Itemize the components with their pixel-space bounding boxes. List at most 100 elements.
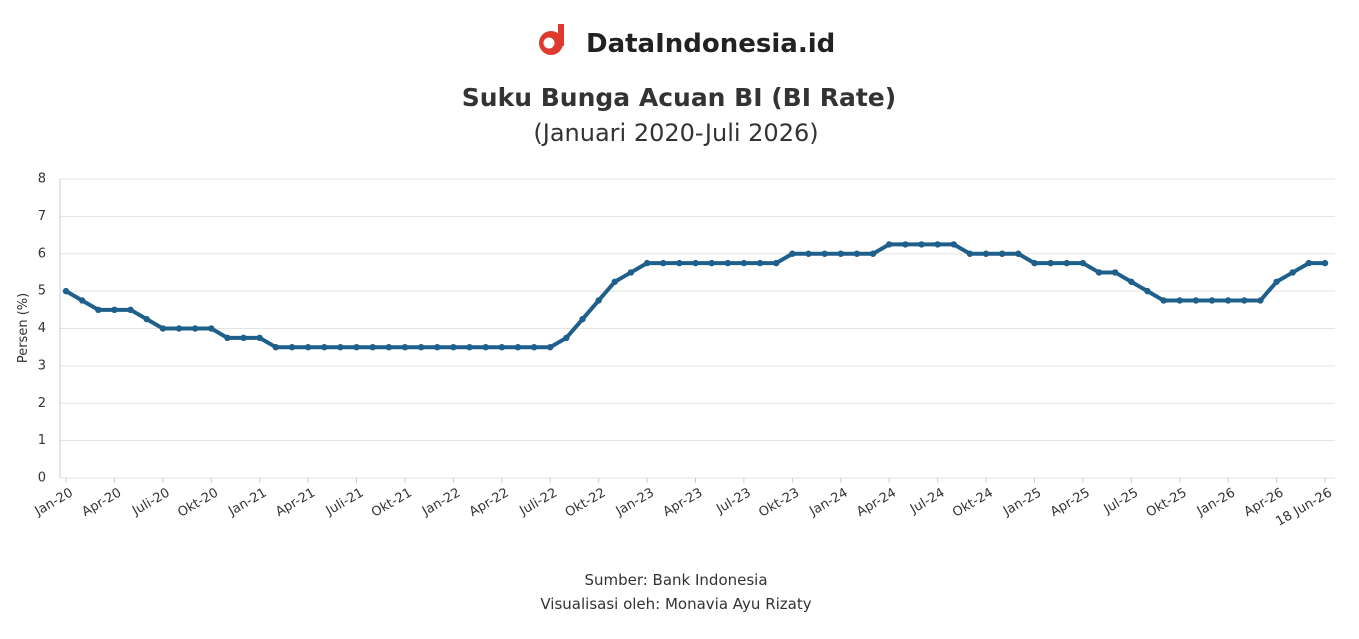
x-tick-label: Apr-24 [854,486,899,520]
point [676,259,683,267]
point [1095,269,1103,276]
point [240,334,247,342]
point [805,250,812,257]
point [627,269,635,276]
point [982,250,990,257]
point [1128,278,1135,285]
y-tick-label: 0 [38,471,46,486]
x-tick-label: Jul-25 [1101,486,1141,518]
chart-subtitle: (Januari 2020-Juli 2026) [533,119,818,147]
x-tick-label: Jan-22 [419,486,463,520]
point [450,343,457,351]
x-tick-label: Okt-20 [175,486,221,521]
point [401,343,409,351]
point [78,297,86,304]
point [272,343,280,351]
point [692,259,699,267]
y-tick-label: 8 [38,172,46,187]
point [756,259,764,267]
point [1321,259,1329,267]
x-tick-label: Juli-22 [517,486,560,520]
point [773,259,780,267]
point [256,334,263,342]
chart-title: Suku Bunga Acuan BI (BI Rate) [462,83,896,112]
point [514,343,522,351]
point [1241,297,1248,304]
point [191,325,199,332]
x-tick-label: Jan-23 [613,486,657,520]
x-tick-label: Apr-21 [273,486,318,520]
point [1031,259,1038,267]
point [159,325,167,332]
point [837,250,844,257]
y-axis-label: Persen (%) [16,293,31,363]
point [643,259,651,267]
point [1111,269,1119,276]
x-tick-label: Okt-21 [369,486,415,521]
point [1079,259,1087,267]
x-tick-label: Okt-23 [756,486,802,521]
x-tick-label: Juli-21 [323,486,366,520]
x-tick-label: Jul-24 [907,486,947,518]
point [111,306,118,314]
point [660,259,667,267]
point [127,306,134,314]
point [175,325,183,332]
point [434,343,441,351]
credit: Visualisasi oleh: Monavia Ayu Rizaty [540,595,811,613]
point [789,250,796,257]
point [417,343,425,351]
point [482,343,489,351]
point [966,250,974,257]
point [369,343,376,351]
point [579,315,586,323]
line [64,242,1325,350]
point [611,278,618,285]
point [288,343,296,351]
point [1273,278,1280,285]
point [869,250,877,257]
point [1144,287,1151,295]
point [1160,297,1167,304]
point [1305,259,1313,267]
y-tick-label: 7 [38,209,46,224]
x-tick-label: Jan-26 [1194,486,1238,520]
point [1176,297,1183,304]
point [708,259,715,267]
point [95,306,102,314]
point [547,343,554,351]
y-tick-label: 5 [38,284,46,299]
y-tick-label: 6 [38,246,46,261]
x-tick-label: Jul-23 [713,486,753,518]
source: Sumber: Bank Indonesia [584,571,767,589]
x-tick-label: Apr-23 [661,486,706,520]
point [1192,297,1200,304]
x-tick-label: Okt-25 [1144,486,1190,521]
point [530,343,538,351]
x-tick-label: Apr-20 [80,486,125,520]
point [208,325,215,332]
logo-stem [558,24,564,46]
brand: DataIndonesia.id [586,29,835,59]
point [385,343,393,351]
point [304,343,312,351]
point [498,343,506,351]
point [1224,297,1232,304]
x-tick-label: Okt-22 [563,486,609,521]
point [740,259,748,267]
point [885,241,893,248]
point [918,241,925,248]
point [143,315,150,323]
point [1208,297,1216,304]
x-tick-label: Apr-25 [1048,486,1093,520]
point [1289,269,1296,276]
x-tick-label: Jan-21 [225,486,269,520]
x-tick-label: Juli-20 [129,486,172,520]
point [1015,250,1022,257]
y-tick-label: 3 [38,358,46,373]
x-tick-label: Jan-24 [806,486,850,520]
x-tick-label: Jan-25 [1000,486,1044,520]
point [353,343,360,351]
y-tick-label: 1 [38,433,46,448]
